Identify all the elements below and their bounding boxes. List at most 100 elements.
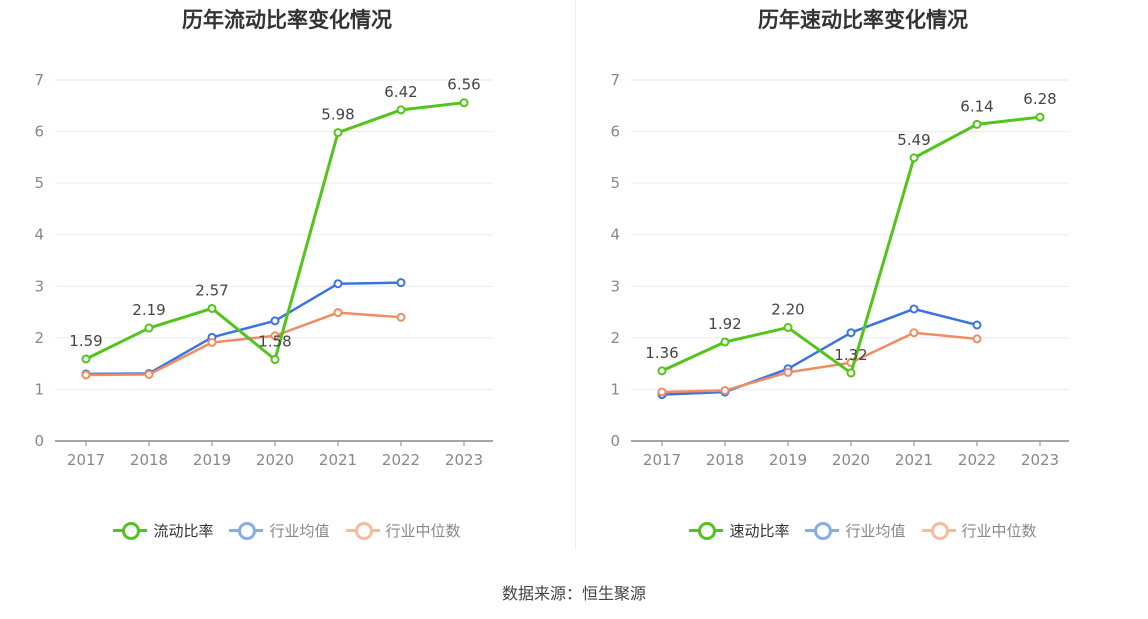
chart-legend: 流动比率 行业均值 行业中位数	[0, 518, 574, 542]
y-tick-label: 7	[610, 71, 620, 89]
chart-plot-quick-ratio: 0 1 2 3 4 5 6 7 2017 2018 2019 2020 2021 2022 2023 1.36…	[610, 71, 1069, 469]
legend-label: 行业均值	[845, 521, 906, 540]
data-label: 5.98	[321, 106, 354, 124]
data-point-median	[270, 331, 280, 341]
data-label: 6.14	[960, 97, 993, 115]
x-tick-label: 2017	[67, 451, 105, 469]
data-source-note: 数据来源：恒生聚源	[501, 584, 646, 603]
data-label: 6.42	[384, 83, 417, 101]
data-point-company	[1035, 112, 1045, 122]
data-point-company	[657, 366, 667, 376]
legend-item-average[interactable]: 行业均值	[805, 520, 906, 541]
y-tick-label: 0	[34, 432, 44, 450]
legend-label: 行业均值	[269, 521, 330, 540]
x-tick-label: 2023	[1021, 451, 1059, 469]
chart-panel-current-ratio: 历年流动比率变化情况 0 1 2 3 4 5 6 7 2017 2018 2019 2020 2021 2…	[0, 0, 574, 560]
legend-marker-icon	[113, 522, 148, 540]
legend-label: 流动比率	[153, 521, 214, 540]
data-point-company	[396, 105, 406, 115]
y-tick-label: 0	[610, 432, 620, 450]
x-tick-label: 2017	[643, 451, 681, 469]
chart-panel-quick-ratio: 历年速动比率变化情况 0 1 2 3 4 5 6 7 2017 2018 2019 2020 2021 2…	[576, 0, 1148, 560]
data-point-company	[783, 323, 793, 333]
data-point-average	[972, 320, 982, 330]
y-tick-label: 5	[34, 174, 44, 192]
data-point-median	[720, 385, 730, 395]
legend-item-median[interactable]: 行业中位数	[345, 520, 461, 541]
y-tick-label: 7	[34, 71, 44, 89]
data-point-median	[81, 370, 91, 380]
data-point-average	[396, 278, 406, 288]
series-line-median	[85, 311, 402, 377]
data-point-average	[333, 279, 343, 289]
chart-title: 历年速动比率变化情况	[758, 8, 968, 32]
data-point-company	[270, 355, 280, 365]
y-tick-label: 2	[34, 329, 44, 347]
x-tick-label: 2023	[445, 451, 483, 469]
data-label: 2.20	[771, 301, 804, 319]
data-point-median	[333, 308, 343, 318]
data-point-company	[333, 128, 343, 138]
series-line-average	[85, 281, 402, 376]
y-tick-label: 6	[34, 123, 44, 141]
data-point-average	[909, 304, 919, 314]
y-tick-label: 3	[34, 277, 44, 295]
data-point-company	[207, 303, 217, 313]
legend-label: 行业中位数	[385, 521, 461, 540]
legend-item-median[interactable]: 行业中位数	[921, 520, 1037, 541]
data-point-company	[846, 368, 856, 378]
data-point-average	[270, 316, 280, 326]
y-tick-label: 4	[34, 226, 44, 244]
legend-item-average[interactable]: 行业均值	[229, 520, 330, 541]
data-point-company	[909, 153, 919, 163]
data-label: 5.49	[897, 131, 930, 149]
chart-legend: 速动比率 行业均值 行业中位数	[576, 518, 1148, 542]
panel-divider	[575, 0, 576, 550]
x-tick-label: 2020	[256, 451, 294, 469]
legend-marker-icon	[689, 522, 724, 540]
data-label: 1.36	[645, 344, 678, 362]
legend-item-company[interactable]: 速动比率	[689, 520, 789, 541]
x-tick-label: 2018	[706, 451, 744, 469]
x-tick-label: 2019	[769, 451, 807, 469]
y-tick-label: 3	[610, 277, 620, 295]
y-tick-label: 4	[610, 226, 620, 244]
data-point-median	[144, 369, 154, 379]
data-point-company	[459, 98, 469, 108]
legend-marker-icon	[805, 522, 840, 540]
data-label: 1.92	[708, 315, 741, 333]
data-point-median	[972, 334, 982, 344]
legend-label: 速动比率	[729, 521, 790, 540]
data-point-median	[909, 328, 919, 338]
data-point-average	[846, 328, 856, 338]
data-point-median	[783, 367, 793, 377]
legend-marker-icon	[229, 522, 264, 540]
y-tick-label: 5	[610, 174, 620, 192]
data-label: 6.28	[1023, 90, 1056, 108]
y-tick-label: 2	[610, 329, 620, 347]
legend-marker-icon	[921, 522, 956, 540]
legend-item-company[interactable]: 流动比率	[113, 520, 213, 541]
data-label: 2.19	[132, 301, 165, 319]
chart-plot-current-ratio: 0 1 2 3 4 5 6 7 2017 2018 2019 2020 2021 2022 2023 1.59…	[34, 71, 493, 469]
y-tick-label: 6	[610, 123, 620, 141]
x-tick-label: 2018	[130, 451, 168, 469]
data-point-company	[720, 337, 730, 347]
x-tick-label: 2019	[193, 451, 231, 469]
data-label: 1.58	[258, 333, 291, 351]
legend-label: 行业中位数	[961, 521, 1037, 540]
chart-title: 历年流动比率变化情况	[182, 8, 392, 32]
data-label: 6.56	[447, 76, 480, 94]
x-tick-label: 2020	[832, 451, 870, 469]
x-tick-label: 2021	[319, 451, 357, 469]
legend-marker-icon	[345, 522, 380, 540]
data-point-company	[81, 354, 91, 364]
x-tick-label: 2021	[895, 451, 933, 469]
data-point-company	[972, 119, 982, 129]
data-point-median	[207, 337, 217, 347]
x-tick-label: 2022	[382, 451, 420, 469]
data-label: 2.57	[195, 281, 228, 299]
series-line-median	[661, 331, 978, 394]
x-tick-label: 2022	[958, 451, 996, 469]
y-tick-label: 1	[610, 380, 620, 398]
